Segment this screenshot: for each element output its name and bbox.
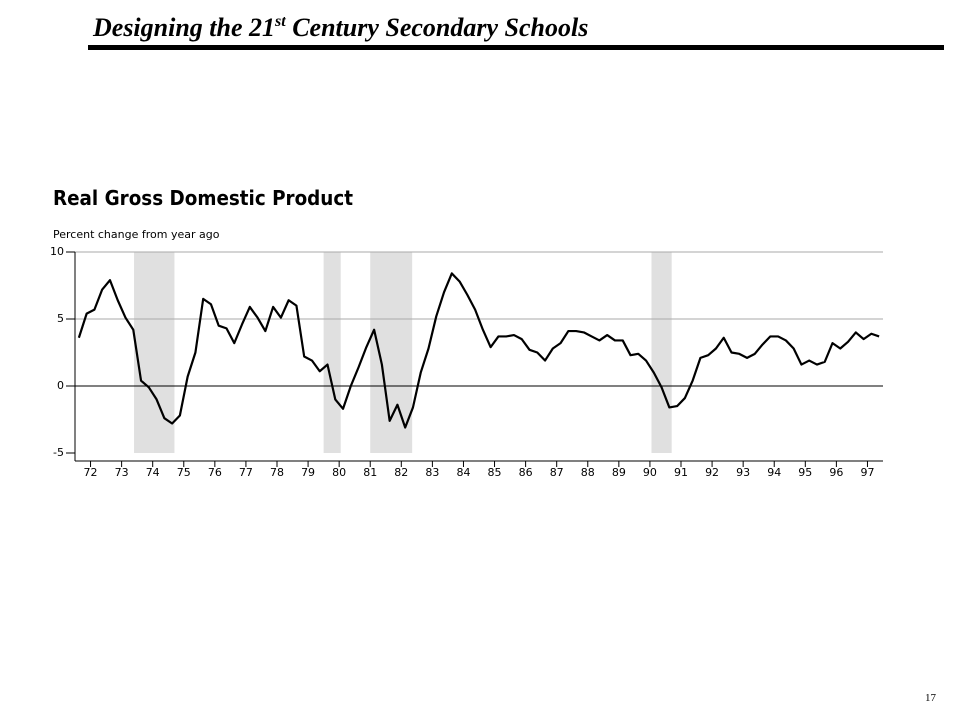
x-tick-label: 79 bbox=[301, 466, 315, 479]
recession-band bbox=[651, 252, 672, 453]
y-tick-label: -5 bbox=[53, 446, 64, 459]
recession-band bbox=[323, 252, 341, 453]
x-tick-label: 92 bbox=[705, 466, 719, 479]
slide-title: Designing the 21st Century Secondary Sch… bbox=[92, 13, 588, 42]
x-tick-label: 76 bbox=[208, 466, 222, 479]
x-tick-label: 86 bbox=[519, 466, 533, 479]
x-tick-label: 77 bbox=[239, 466, 253, 479]
x-tick-label: 81 bbox=[363, 466, 377, 479]
x-tick-label: 90 bbox=[643, 466, 657, 479]
x-tick-label: 97 bbox=[860, 466, 874, 479]
x-tick-label: 96 bbox=[829, 466, 843, 479]
x-tick-label: 82 bbox=[394, 466, 408, 479]
title-sup: st bbox=[274, 13, 286, 30]
x-tick-label: 88 bbox=[581, 466, 595, 479]
x-tick-label: 85 bbox=[488, 466, 502, 479]
x-tick-label: 83 bbox=[425, 466, 439, 479]
x-tick-label: 74 bbox=[146, 466, 160, 479]
x-tick-label: 78 bbox=[270, 466, 284, 479]
x-tick-label: 84 bbox=[456, 466, 470, 479]
y-tick-label: 0 bbox=[57, 379, 64, 392]
chart-title: Real Gross Domestic Product bbox=[53, 186, 353, 210]
x-tick-label: 73 bbox=[115, 466, 129, 479]
gdp-line bbox=[77, 272, 880, 429]
x-tick-label: 89 bbox=[612, 466, 626, 479]
x-tick-label: 75 bbox=[177, 466, 191, 479]
x-tick-label: 91 bbox=[674, 466, 688, 479]
x-tick-label: 95 bbox=[798, 466, 812, 479]
chart-subtitle: Percent change from year ago bbox=[53, 228, 220, 241]
title-rule bbox=[88, 45, 944, 50]
y-tick-label: 5 bbox=[57, 312, 64, 325]
x-tick-label: 94 bbox=[767, 466, 781, 479]
x-tick-label: 80 bbox=[332, 466, 346, 479]
y-tick-label: 10 bbox=[50, 245, 64, 258]
x-tick-label: 93 bbox=[736, 466, 750, 479]
title-end: Century Secondary Schools bbox=[286, 13, 589, 42]
plot: -5 0 5 10 72 73 74 75 76 77 78 79 80 81 82 83 84 85 86 87 88… bbox=[50, 245, 883, 479]
x-tick-label: 87 bbox=[550, 466, 564, 479]
x-tick-label: 72 bbox=[84, 466, 98, 479]
recession-band bbox=[134, 252, 175, 453]
title-start: Designing the 21 bbox=[92, 13, 275, 42]
page-number: 17 bbox=[925, 692, 937, 704]
